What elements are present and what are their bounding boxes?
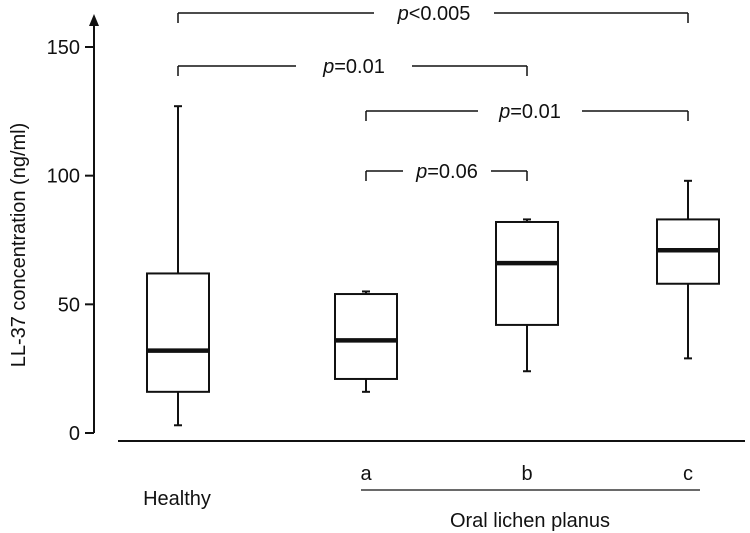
box-healthy	[146, 105, 210, 427]
p-value-label: p=0.01	[498, 101, 561, 123]
iqr-box	[334, 293, 398, 380]
group-label: Oral lichen planus	[450, 510, 610, 532]
box-c	[656, 179, 720, 360]
y-tick-label: 0	[69, 423, 80, 445]
p-value-label: p=0.01	[322, 56, 385, 78]
iqr-box	[146, 272, 210, 393]
y-axis-arrow-icon	[89, 14, 99, 26]
p-value-label: p<0.005	[397, 3, 471, 25]
comparison-brackets: p<0.005 p=0.01 p=0.01 p=0.06	[177, 3, 689, 183]
y-tick-label: 150	[47, 37, 80, 59]
comparison-bracket: p<0.005	[177, 3, 689, 25]
category-label: Healthy	[143, 488, 211, 510]
y-tick-label: 100	[47, 166, 80, 188]
axes: 0 50 100 150 Healthy a b c Oral lichen planus	[47, 14, 745, 532]
category-label: a	[360, 463, 372, 485]
category-label: c	[683, 463, 693, 485]
box-a	[334, 290, 398, 393]
box-b	[495, 218, 559, 373]
p-value-label: p=0.06	[415, 161, 478, 183]
boxes	[146, 105, 720, 427]
iqr-box	[495, 220, 559, 326]
comparison-bracket: p=0.01	[365, 101, 689, 123]
comparison-bracket: p=0.06	[365, 161, 528, 183]
y-axis-label: LL-37 concentration (ng/ml)	[8, 123, 30, 368]
y-tick-label: 50	[58, 294, 80, 316]
category-label: b	[521, 463, 532, 485]
comparison-bracket: p=0.01	[177, 56, 528, 78]
